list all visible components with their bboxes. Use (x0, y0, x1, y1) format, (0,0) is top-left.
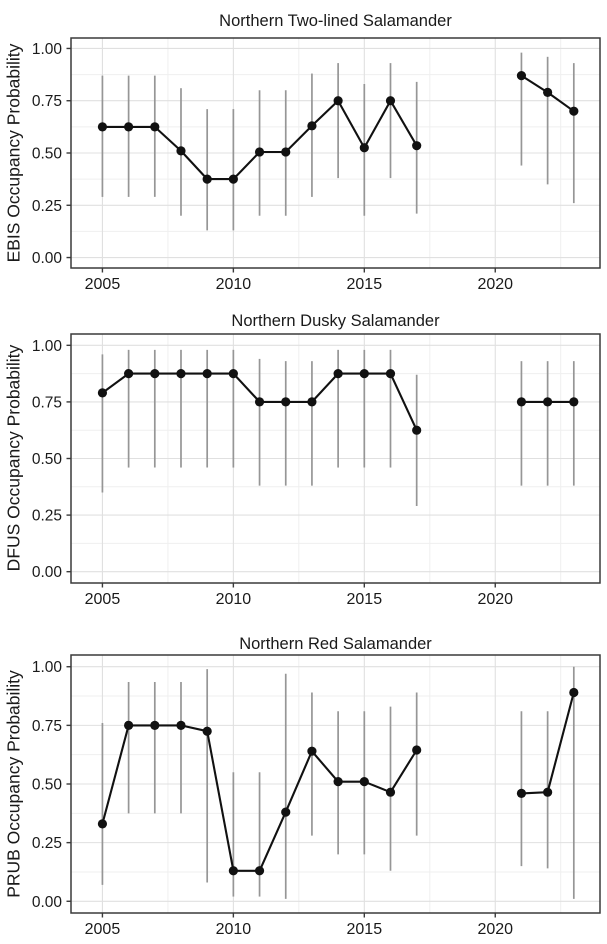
svg-text:0.50: 0.50 (32, 777, 63, 794)
svg-text:0.25: 0.25 (32, 508, 62, 525)
svg-text:2005: 2005 (85, 921, 121, 938)
line-chart-prub: 0.00 0.25 0.50 0.75 1.00 2005 2010 2015 2020 (32, 654, 601, 938)
svg-text:2020: 2020 (477, 276, 513, 293)
svg-text:2020: 2020 (477, 921, 513, 938)
chart-panel-dfus: Northern Dusky Salamander DFUS Occupancy… (0, 298, 607, 618)
svg-text:2015: 2015 (347, 276, 383, 293)
svg-text:0.75: 0.75 (32, 718, 62, 735)
svg-text:2010: 2010 (216, 921, 252, 938)
line-chart-dfus: 0.00 0.25 0.50 0.75 1.00 2005 2010 2015 2020 (32, 333, 601, 608)
svg-text:0.00: 0.00 (32, 894, 63, 911)
svg-text:2015: 2015 (347, 921, 383, 938)
svg-text:0.50: 0.50 (32, 451, 63, 468)
svg-text:0.25: 0.25 (32, 198, 62, 215)
chart-title: Northern Red Salamander (239, 635, 432, 653)
chart-panel-ebis: Northern Two-lined Salamander EBIS Occup… (0, 0, 607, 298)
svg-text:1.00: 1.00 (32, 659, 63, 676)
chart-panel-prub: Northern Red Salamander PRUB Occupancy P… (0, 618, 607, 944)
svg-text:1.00: 1.00 (32, 338, 63, 355)
svg-text:0.75: 0.75 (32, 394, 62, 411)
chart-title: Northern Dusky Salamander (231, 312, 440, 330)
svg-text:0.75: 0.75 (32, 93, 62, 110)
svg-text:2015: 2015 (347, 591, 383, 608)
svg-text:2010: 2010 (216, 591, 252, 608)
svg-text:2010: 2010 (216, 276, 252, 293)
svg-text:0.50: 0.50 (32, 146, 63, 163)
svg-text:0.25: 0.25 (32, 835, 62, 852)
svg-text:2005: 2005 (85, 276, 121, 293)
svg-text:2020: 2020 (477, 591, 513, 608)
svg-text:0.00: 0.00 (32, 250, 63, 267)
svg-text:2005: 2005 (85, 591, 121, 608)
svg-text:1.00: 1.00 (32, 41, 63, 58)
svg-text:0.00: 0.00 (32, 564, 63, 581)
chart-title: Northern Two-lined Salamander (219, 12, 452, 30)
line-chart-ebis: 0.00 0.25 0.50 0.75 1.00 2005 2010 2015 2020 (32, 37, 601, 293)
